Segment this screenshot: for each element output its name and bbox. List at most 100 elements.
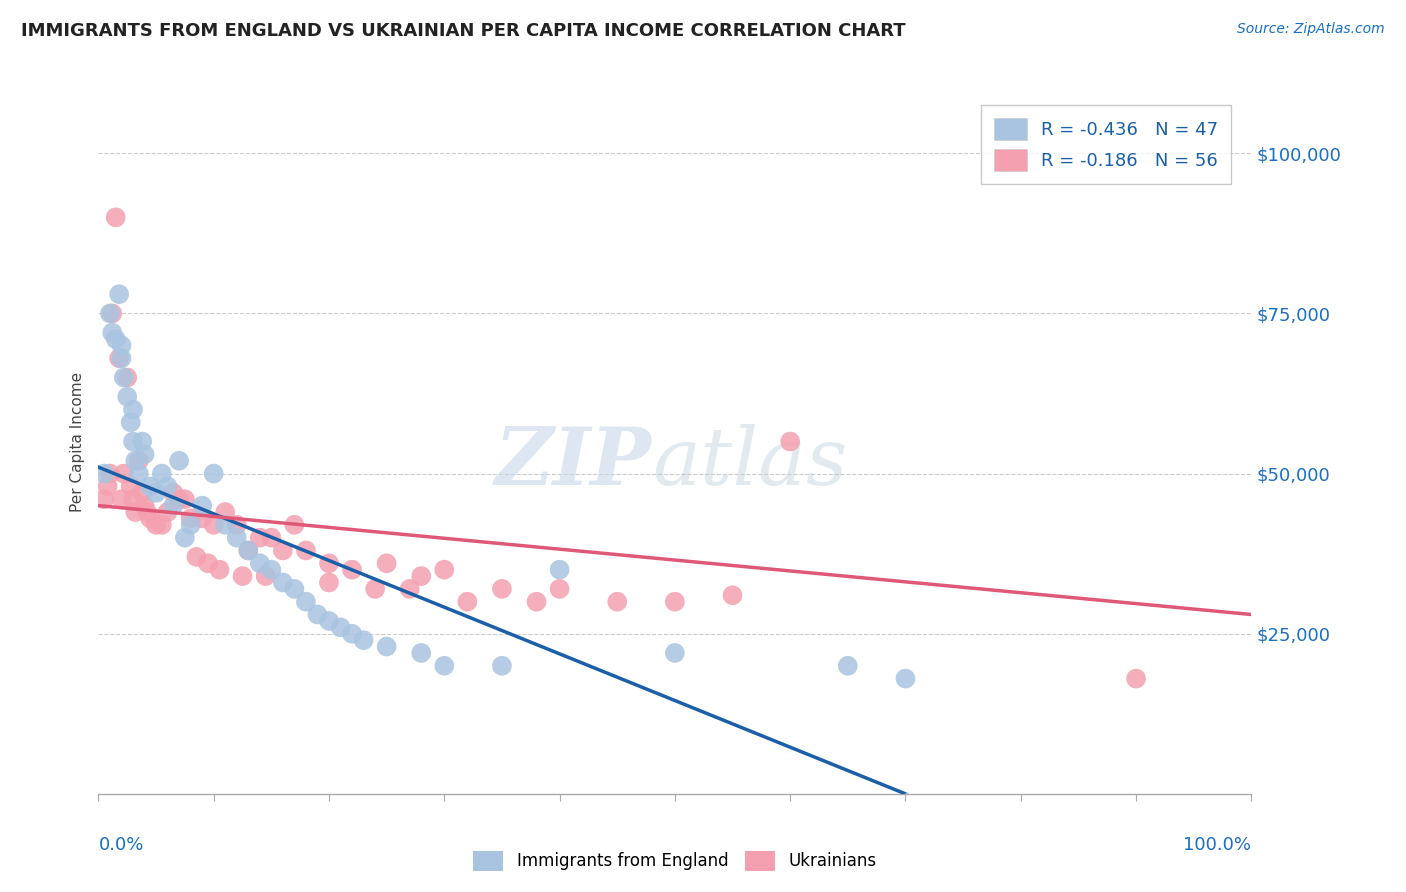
Point [122, 434, 145, 449]
Text: IMMIGRANTS FROM ENGLAND VS UKRAINIAN PER CAPITA INCOME CORRELATION CHART: IMMIGRANTS FROM ENGLAND VS UKRAINIAN PER… [21, 22, 905, 40]
Point [548, 563, 571, 577]
Point [340, 626, 363, 640]
Legend: Immigrants from England, Ukrainians: Immigrants from England, Ukrainians [465, 842, 884, 880]
Point [180, 511, 202, 525]
Point [104, 211, 127, 225]
Point [101, 306, 124, 320]
Point [271, 543, 294, 558]
Point [122, 492, 145, 507]
Point [894, 672, 917, 686]
Point [353, 633, 375, 648]
Point [548, 582, 571, 596]
Point [779, 434, 801, 449]
Point [104, 332, 127, 346]
Point [238, 543, 260, 558]
Legend: R = -0.436   N = 47, R = -0.186   N = 56: R = -0.436 N = 47, R = -0.186 N = 56 [981, 105, 1230, 184]
Point [108, 287, 131, 301]
Point [491, 582, 513, 596]
Point [837, 658, 859, 673]
Point [162, 485, 184, 500]
Point [134, 447, 156, 461]
Point [411, 569, 433, 583]
Point [167, 454, 190, 468]
Point [98, 306, 121, 320]
Point [145, 485, 167, 500]
Point [202, 517, 225, 532]
Point [283, 582, 305, 596]
Point [112, 370, 135, 384]
Point [110, 351, 132, 366]
Point [260, 531, 283, 545]
Point [375, 640, 398, 654]
Point [139, 511, 162, 525]
Point [135, 505, 157, 519]
Point [98, 467, 121, 481]
Point [150, 517, 173, 532]
Point [180, 517, 202, 532]
Point [329, 620, 352, 634]
Point [186, 549, 208, 564]
Point [225, 517, 247, 532]
Point [167, 492, 190, 507]
Point [122, 402, 145, 417]
Point [260, 563, 283, 577]
Point [254, 569, 277, 583]
Point [93, 492, 115, 507]
Point [112, 467, 135, 481]
Point [433, 658, 456, 673]
Point [295, 543, 318, 558]
Point [526, 595, 548, 609]
Point [174, 492, 197, 507]
Text: 0.0%: 0.0% [98, 836, 143, 855]
Point [97, 479, 120, 493]
Point [131, 485, 153, 500]
Point [162, 499, 184, 513]
Point [134, 499, 156, 513]
Point [128, 467, 150, 481]
Point [214, 517, 236, 532]
Point [664, 646, 686, 660]
Y-axis label: Per Capita Income: Per Capita Income [69, 371, 84, 512]
Point [120, 479, 142, 493]
Point [491, 658, 513, 673]
Point [456, 595, 478, 609]
Point [174, 531, 197, 545]
Point [664, 595, 686, 609]
Point [295, 595, 318, 609]
Point [131, 434, 153, 449]
Point [101, 326, 124, 340]
Point [124, 454, 146, 468]
Point [124, 505, 146, 519]
Point [128, 454, 150, 468]
Point [721, 588, 744, 602]
Text: Source: ZipAtlas.com: Source: ZipAtlas.com [1237, 22, 1385, 37]
Point [197, 556, 219, 570]
Point [398, 582, 420, 596]
Point [271, 575, 294, 590]
Point [156, 479, 179, 493]
Point [139, 479, 162, 493]
Point [117, 390, 139, 404]
Point [191, 511, 214, 525]
Point [318, 556, 340, 570]
Point [375, 556, 398, 570]
Point [117, 370, 139, 384]
Point [249, 531, 271, 545]
Point [307, 607, 329, 622]
Point [214, 505, 236, 519]
Point [191, 499, 214, 513]
Text: ZIP: ZIP [495, 424, 652, 501]
Point [110, 492, 132, 507]
Point [283, 517, 305, 532]
Point [156, 505, 179, 519]
Point [208, 563, 231, 577]
Point [411, 646, 433, 660]
Point [249, 556, 271, 570]
Point [340, 563, 363, 577]
Point [108, 351, 131, 366]
Point [364, 582, 387, 596]
Point [433, 563, 456, 577]
Point [145, 517, 167, 532]
Point [606, 595, 628, 609]
Point [202, 467, 225, 481]
